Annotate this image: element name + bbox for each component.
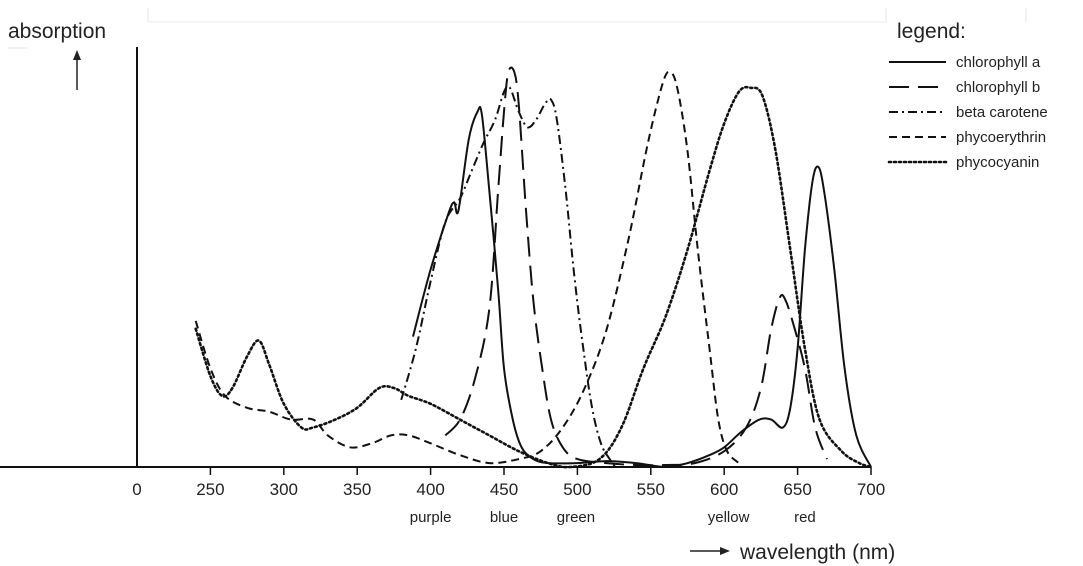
background-frame — [8, 8, 1027, 49]
x-tick-label: 500 — [563, 480, 591, 499]
region-label-yellow: yellow — [708, 509, 750, 526]
region-label-purple: purple — [410, 509, 452, 526]
x-tick-label: 300 — [270, 480, 298, 499]
x-ticks: 0 250 300 350 400 450 500 550 600 650 700 — [132, 467, 885, 499]
legend-label-phycoerythrin: phycoerythrin — [956, 129, 1046, 146]
x-tick-label: 550 — [637, 480, 665, 499]
legend-items: chlorophyll a chlorophyll b beta carotene p… — [887, 54, 1048, 171]
legend-label-chlorophyll-a: chlorophyll a — [956, 54, 1041, 71]
series-line-phycocyanin — [194, 85, 873, 469]
legend-label-phycocyanin: phycocyanin — [956, 154, 1039, 171]
series-line-beta-carotene — [400, 85, 617, 468]
x-tick-label: 700 — [857, 480, 885, 499]
x-axis-arrow-icon — [690, 547, 730, 555]
y-axis-label: absorption — [8, 20, 106, 43]
region-label-red: red — [794, 509, 816, 526]
series-line-chlorophyll-a — [412, 106, 872, 469]
x-tick-label: 250 — [196, 480, 224, 499]
color-region-labels: purple blue green yellow red — [410, 509, 816, 526]
x-tick-label: 650 — [783, 480, 811, 499]
axes — [0, 47, 871, 468]
x-axis-label: wavelength (nm) — [739, 541, 895, 564]
y-axis-arrow-icon — [73, 50, 81, 90]
legend: legend: chlorophyll a chlorophyll b beta c… — [887, 20, 1048, 171]
x-tick-label: 0 — [132, 480, 141, 499]
series-line-chlorophyll-b — [444, 66, 828, 467]
legend-label-beta-carotene: beta carotene — [956, 104, 1048, 121]
x-tick-label: 600 — [710, 480, 738, 499]
legend-label-chlorophyll-b: chlorophyll b — [956, 79, 1040, 96]
region-label-green: green — [557, 509, 595, 526]
x-tick-label: 400 — [416, 480, 444, 499]
x-tick-label: 450 — [490, 480, 518, 499]
x-tick-label: 350 — [343, 480, 371, 499]
legend-title: legend: — [897, 20, 966, 43]
region-label-blue: blue — [490, 509, 518, 526]
x-axis-line — [0, 466, 871, 468]
series-lines — [194, 66, 873, 469]
